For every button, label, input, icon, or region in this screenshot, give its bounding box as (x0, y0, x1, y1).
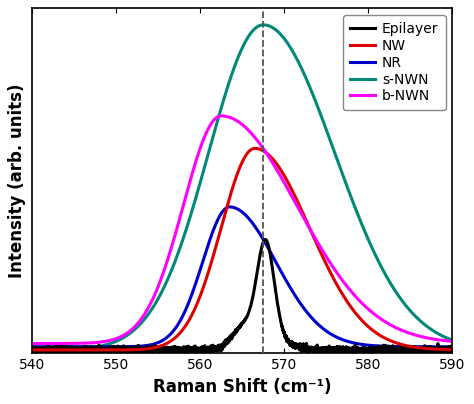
b-NWN (77, 341, 82, 346)
NR (77, 344, 82, 349)
NW (252, 146, 258, 151)
NW (450, 347, 456, 352)
b-NWN (396, 327, 402, 332)
NW (441, 347, 447, 352)
s-NWN (191, 204, 196, 209)
b-NWN (209, 121, 214, 126)
b-NWN (191, 168, 196, 173)
Y-axis label: Intensity (arb. units): Intensity (arb. units) (9, 84, 27, 278)
NR (209, 233, 214, 238)
Epilayer (442, 347, 447, 351)
s-NWN (450, 338, 456, 343)
Epilayer (209, 347, 214, 352)
NW (396, 341, 402, 346)
X-axis label: Raman Shift (cm⁻¹): Raman Shift (cm⁻¹) (153, 378, 331, 396)
Epilayer (191, 351, 196, 356)
Line: NR: NR (32, 207, 453, 347)
NR (450, 344, 456, 349)
b-NWN (102, 339, 108, 344)
s-NWN (396, 294, 402, 299)
NW (29, 347, 35, 352)
NR (227, 204, 232, 209)
Epilayer (450, 348, 456, 353)
NR (29, 344, 35, 349)
s-NWN (102, 343, 108, 347)
Epilayer (77, 348, 83, 353)
Epilayer (396, 345, 402, 350)
s-NWN (29, 347, 35, 352)
s-NWN (260, 23, 266, 27)
Legend: Epilayer, NW, NR, s-NWN, b-NWN: Epilayer, NW, NR, s-NWN, b-NWN (343, 15, 446, 110)
NR (396, 344, 402, 349)
Epilayer (102, 347, 108, 351)
NR (191, 288, 196, 293)
Epilayer (29, 347, 35, 351)
Line: NW: NW (32, 148, 453, 350)
NW (102, 347, 108, 352)
NW (191, 310, 196, 315)
b-NWN (441, 338, 447, 343)
NW (77, 347, 82, 352)
NW (209, 260, 214, 265)
NR (441, 344, 447, 349)
b-NWN (29, 341, 35, 346)
Epilayer (66, 353, 72, 358)
Line: b-NWN: b-NWN (32, 116, 453, 343)
NR (102, 344, 108, 349)
s-NWN (441, 335, 447, 339)
Epilayer (263, 237, 268, 242)
s-NWN (77, 346, 82, 351)
b-NWN (219, 114, 224, 118)
Line: Epilayer: Epilayer (32, 240, 453, 355)
s-NWN (209, 140, 214, 145)
Line: s-NWN: s-NWN (32, 25, 453, 350)
b-NWN (450, 339, 456, 344)
